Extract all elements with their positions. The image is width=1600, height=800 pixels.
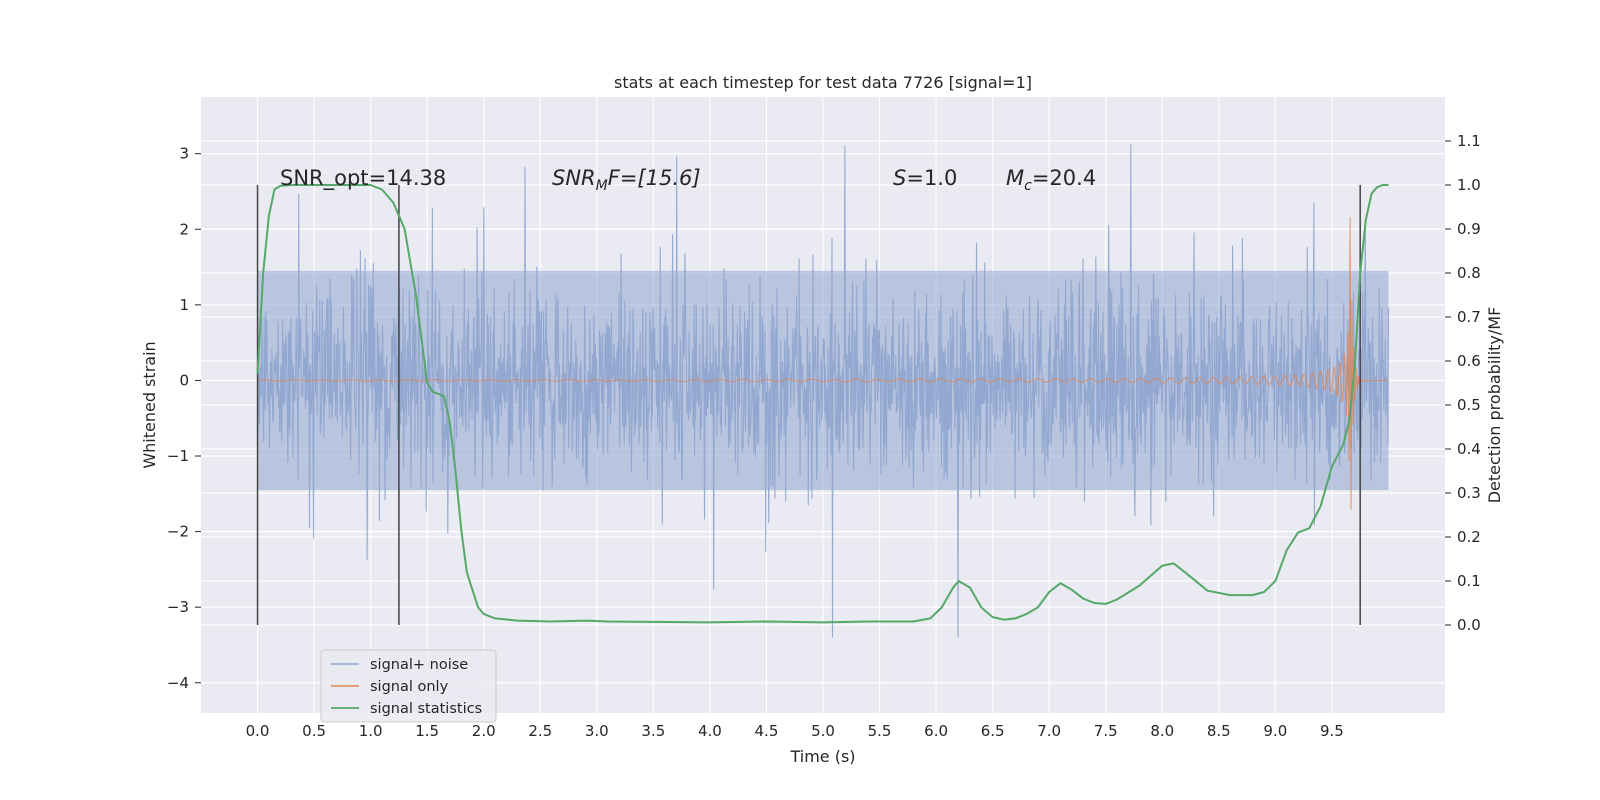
annotation-mc: Mc=20.4	[1006, 166, 1096, 194]
annotation-snr-opt: SNR_opt=14.38	[280, 166, 446, 191]
legend-label-signal-plus-noise: signal+ noise	[370, 657, 468, 673]
chirp-line	[257, 217, 1389, 510]
x-tick-2-0: 2.0	[472, 722, 496, 740]
x-tick-6-0: 6.0	[924, 722, 948, 740]
annotation-snr-mf-sub: M	[596, 178, 608, 194]
x-tick-5-5: 5.5	[868, 722, 892, 740]
x-tick-1-5: 1.5	[415, 722, 439, 740]
x-tick-8-0: 8.0	[1150, 722, 1174, 740]
annotations: SNR_opt=14.38 SNRMF=[15.6] S=1.0 Mc=20.4	[280, 166, 1096, 194]
x-tick-9-5: 9.5	[1320, 722, 1344, 740]
legend: signal+ noise signal only signal statist…	[320, 649, 497, 723]
y-right-tick-0-5: 0.5	[1457, 396, 1481, 414]
legend-box	[320, 649, 497, 723]
y-right-tick-0-2: 0.2	[1457, 528, 1481, 546]
series-signal-plus-noise	[256, 144, 1390, 638]
annotation-mc-rest: =20.4	[1032, 166, 1096, 190]
legend-label-signal-statistics: signal statistics	[370, 701, 482, 717]
y-left-axis-title: Whitened strain	[140, 341, 159, 468]
annotation-mc-var: M	[1006, 166, 1024, 190]
y-right-tick-labels: 0.0 0.1 0.2 0.3 0.4 0.5 0.6 0.7 0.8 0.9 1.0 1.1	[1445, 132, 1481, 634]
x-tick-7-5: 7.5	[1094, 722, 1118, 740]
y-right-tick-0-3: 0.3	[1457, 484, 1481, 502]
legend-label-signal-only: signal only	[370, 679, 449, 695]
chart-title: stats at each timestep for test data 772…	[614, 73, 1032, 92]
y-right-tick-0-8: 0.8	[1457, 264, 1481, 282]
x-tick-6-5: 6.5	[981, 722, 1005, 740]
y-right-tick-0-6: 0.6	[1457, 352, 1481, 370]
x-tick-2-5: 2.5	[528, 722, 552, 740]
x-tick-3-5: 3.5	[641, 722, 665, 740]
x-tick-1-0: 1.0	[359, 722, 383, 740]
vertical-markers	[256, 185, 1361, 625]
annotation-mc-sub: c	[1024, 178, 1032, 194]
y-left-tick-minus-1: −1	[167, 447, 189, 465]
y-right-tick-0-1: 0.1	[1457, 572, 1481, 590]
x-tick-5-0: 5.0	[811, 722, 835, 740]
y-right-tick-0-9: 0.9	[1457, 220, 1481, 238]
y-left-tick-labels: −4 −3 −2 −1 0 1 2 3	[167, 145, 201, 692]
x-tick-0-0: 0.0	[246, 722, 270, 740]
x-tick-7-0: 7.0	[1037, 722, 1061, 740]
y-left-tick-minus-3: −3	[167, 598, 189, 616]
series-signal-statistics	[256, 184, 1389, 624]
y-left-tick-1: 1	[179, 296, 189, 314]
x-tick-4-5: 4.5	[755, 722, 779, 740]
x-tick-labels: 0.0 0.5 1.0 1.5 2.0 2.5 3.0 3.5 4.0 4.5 5.0 5.5 6.0 6…	[246, 722, 1344, 740]
noise-core-band	[257, 270, 1389, 491]
y-left-tick-minus-4: −4	[167, 674, 189, 692]
x-tick-9-0: 9.0	[1263, 722, 1287, 740]
y-right-tick-0-7: 0.7	[1457, 308, 1481, 326]
series-signal-only	[257, 217, 1389, 510]
y-left-tick-3: 3	[179, 145, 189, 163]
x-axis-title: Time (s)	[789, 747, 855, 766]
y-right-tick-1-1: 1.1	[1457, 132, 1481, 150]
annotation-s-var: S	[893, 166, 906, 190]
x-tick-3-0: 3.0	[585, 722, 609, 740]
annotation-s-rest: =1.0	[906, 166, 957, 190]
x-tick-0-5: 0.5	[302, 722, 326, 740]
annotation-snr-mf-rest: F=[15.6]	[608, 166, 701, 190]
annotation-s: S=1.0	[893, 166, 957, 190]
y-right-axis-title: Detection probability/MF	[1485, 307, 1504, 504]
x-tick-4-0: 4.0	[698, 722, 722, 740]
y-left-tick-0: 0	[179, 371, 189, 389]
y-right-tick-0-4: 0.4	[1457, 440, 1481, 458]
y-right-tick-1-0: 1.0	[1457, 176, 1481, 194]
annotation-snr-mf: SNRMF=[15.6]	[552, 166, 701, 194]
y-left-tick-minus-2: −2	[167, 523, 189, 541]
annotation-snr-mf-base: SNR	[552, 166, 596, 190]
y-left-tick-2: 2	[179, 220, 189, 238]
statistics-line	[256, 184, 1389, 624]
x-tick-8-5: 8.5	[1207, 722, 1231, 740]
y-right-tick-0-0: 0.0	[1457, 616, 1481, 634]
